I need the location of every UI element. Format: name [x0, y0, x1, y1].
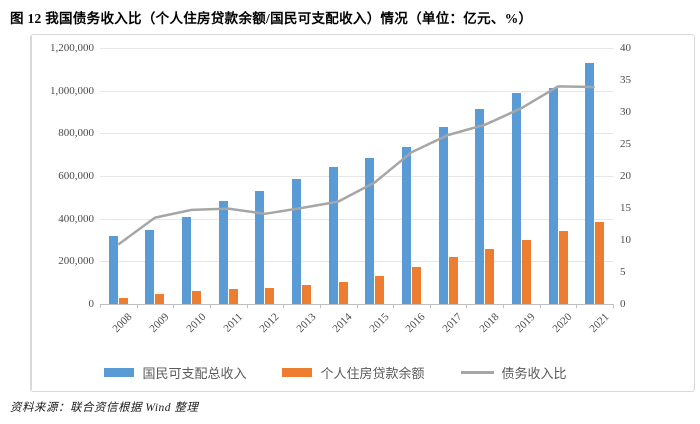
chart-frame: 2008 2009 2010 2011 2012 2013 2014 2015 2016 2017… — [30, 34, 695, 392]
x-tick — [320, 304, 321, 308]
y-tick-label-left: 1,000,000 — [50, 84, 94, 97]
x-tick-label: 2016 — [403, 311, 428, 336]
y-tick-label-right: 5 — [620, 266, 626, 278]
bar-disposable-income — [108, 235, 118, 304]
bar-housing-loan — [302, 285, 312, 304]
bar-housing-loan — [521, 239, 531, 304]
x-tick-label: 2013 — [293, 311, 319, 336]
bar-disposable-income — [218, 201, 228, 304]
y-tick-label-right: 10 — [620, 234, 631, 246]
x-tick — [173, 304, 174, 308]
bar-housing-loan — [375, 276, 385, 304]
legend-label: 国民可支配总收入 — [142, 365, 247, 381]
bar-housing-loan — [485, 249, 495, 304]
y-tick-label-right: 15 — [620, 202, 631, 214]
x-tick-label: 2014 — [330, 311, 355, 336]
bar-disposable-income — [145, 229, 155, 304]
x-tick — [210, 304, 211, 308]
debt-income-ratio-polyline — [117, 85, 595, 246]
x-tick — [576, 304, 577, 308]
bar-housing-loan — [558, 230, 568, 304]
legend-line-swatch — [460, 370, 494, 374]
bar-housing-loan — [595, 222, 605, 304]
source-note: 资料来源：联合资信根据 Wind 整理 — [10, 402, 199, 414]
legend-label: 个人住房贷款余额 — [320, 365, 425, 381]
bar-disposable-income — [401, 146, 411, 304]
y-tick-label-right: 25 — [620, 138, 631, 150]
y-tick-label-left: 1,200,000 — [50, 42, 94, 54]
ratio-line — [117, 85, 595, 246]
x-tick-label: 2019 — [513, 311, 538, 336]
bar-housing-loan — [448, 257, 458, 304]
chart-right-border — [31, 36, 32, 390]
x-tick — [357, 304, 358, 308]
grid-line — [100, 176, 613, 177]
plot-area: 2008 2009 2010 2011 2012 2013 2014 2015 2016 2017… — [100, 48, 614, 335]
x-tick-label: 2009 — [147, 311, 172, 336]
x-tick-label: 2010 — [184, 311, 209, 336]
bar-housing-loan — [192, 291, 202, 304]
bar-housing-loan — [411, 266, 421, 304]
legend-bar-swatch — [104, 367, 135, 377]
bar-disposable-income — [182, 216, 192, 304]
bar-disposable-income — [475, 109, 485, 304]
bar-disposable-income — [255, 190, 265, 304]
legend-bar-swatch — [282, 367, 313, 377]
bar-disposable-income — [328, 166, 338, 304]
y-tick-label-left: 200,000 — [58, 255, 94, 268]
bar-disposable-income — [511, 93, 521, 304]
x-axis-line — [100, 304, 613, 305]
x-tick-label: 2011 — [220, 311, 245, 335]
bar-disposable-income — [438, 126, 448, 304]
x-tick — [466, 304, 467, 308]
y-tick-label-right: 40 — [620, 42, 631, 54]
x-tick-label: 2018 — [477, 311, 502, 336]
x-tick — [613, 304, 614, 308]
x-tick — [430, 304, 431, 308]
bar-disposable-income — [292, 178, 302, 304]
grid-line — [100, 261, 613, 262]
bar-housing-loan — [155, 293, 165, 304]
y-tick-label-right: 35 — [620, 74, 631, 86]
x-tick-label: 2008 — [110, 311, 135, 336]
x-tick — [283, 304, 284, 308]
x-tick — [393, 304, 394, 308]
y-tick-label-right: 0 — [620, 298, 626, 310]
bar-housing-loan — [228, 288, 238, 304]
x-tick — [100, 304, 101, 308]
y-tick-label-left: 400,000 — [58, 212, 94, 225]
x-tick-label: 2017 — [440, 311, 465, 336]
bar-disposable-income — [548, 87, 558, 304]
legend-item: 债务收入比 — [460, 363, 567, 382]
y-tick-label-right: 20 — [620, 170, 631, 182]
bar-housing-loan — [118, 297, 128, 304]
bar-housing-loan — [338, 282, 348, 304]
grid-line — [100, 91, 613, 92]
x-tick-label: 2012 — [257, 311, 282, 336]
x-tick-label: 2015 — [367, 311, 392, 336]
y-tick-label-right: 30 — [620, 106, 631, 118]
x-tick — [540, 304, 541, 308]
bar-housing-loan — [265, 288, 275, 304]
x-tick-label: 2020 — [550, 311, 575, 336]
bar-disposable-income — [365, 158, 375, 304]
bar-disposable-income — [585, 62, 595, 304]
y-tick-label-left: 600,000 — [58, 170, 94, 182]
legend-label: 债务收入比 — [501, 365, 567, 381]
x-tick — [137, 304, 138, 308]
legend: 国民可支配总收入 个人住房贷款余额 债务收入比 — [31, 362, 640, 382]
grid-line — [100, 133, 613, 134]
y-tick-label-left: 800,000 — [58, 127, 94, 140]
legend-item: 个人住房贷款余额 — [282, 363, 425, 382]
legend-item: 国民可支配总收入 — [104, 363, 246, 382]
grid-line — [100, 48, 613, 49]
x-tick — [247, 304, 248, 308]
x-tick — [503, 304, 504, 308]
figure-title: 图 12 我国债务收入比（个人住房贷款余额/国民可支配收入）情况（单位：亿元、%… — [10, 11, 533, 26]
x-tick-label: 2021 — [587, 311, 612, 336]
y-tick-label-left: 0 — [88, 298, 95, 310]
grid-line — [100, 219, 613, 220]
